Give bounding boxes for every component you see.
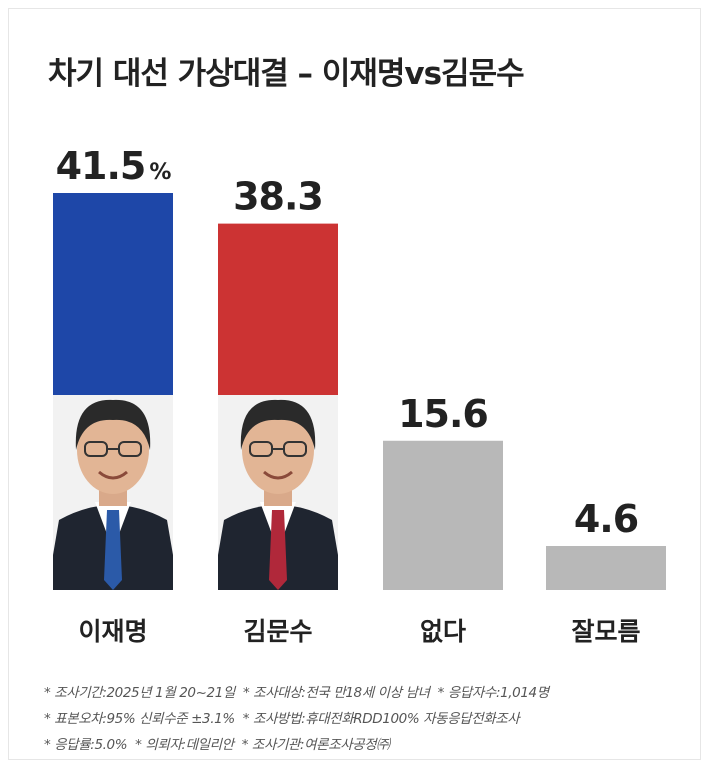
footnotes: * 조사기간:2025년 1월 20~21일 * 조사대상:전국 만18세 이상 … <box>44 680 694 758</box>
footnote-item: * 응답자수:1,014명 <box>437 685 550 701</box>
footnote-item: * 조사기관:여론조사공정㈜ <box>241 737 390 753</box>
person-photo <box>53 395 173 590</box>
category-label-2: 없다 <box>420 617 466 646</box>
footnote-line: * 조사기간:2025년 1월 20~21일 * 조사대상:전국 만18세 이상 … <box>44 680 694 706</box>
bar-2 <box>383 440 503 590</box>
footnote-line: * 응답률:5.0% * 의뢰자:데일리안 * 조사기관:여론조사공정㈜ <box>44 732 694 758</box>
footnote-item: * 응답률:5.0% <box>44 737 128 753</box>
footnote-item: * 조사방법:휴대전화RDD100% 자동응답전화조사 <box>242 711 520 727</box>
chart-title: 차기 대선 가상대결 – 이재명vs김문수 <box>48 56 525 92</box>
value-label-3: 4.6 <box>574 497 638 541</box>
footnote-item: * 의뢰자:데일리안 <box>135 737 234 753</box>
footnote-item: * 조사대상:전국 만18세 이상 남녀 <box>242 685 430 701</box>
bar-chart: 41.5 % 이재명 38.3 김문수 15.6 없다 4.6 잘모름 <box>53 144 666 646</box>
category-label-3: 잘모름 <box>571 617 640 646</box>
category-label-1: 김문수 <box>243 617 312 646</box>
bar-3 <box>546 545 666 590</box>
chart-frame <box>8 8 701 760</box>
person-photo <box>218 395 338 590</box>
value-label-0: 41.5% <box>56 144 172 188</box>
value-label-2: 15.6 <box>398 392 488 436</box>
value-label-1: 38.3 <box>233 175 323 219</box>
footnote-line: * 표본오차:95% 신뢰수준 ±3.1% * 조사방법:휴대전화RDD100% … <box>44 706 694 732</box>
footnote-item: * 표본오차:95% 신뢰수준 ±3.1% <box>44 711 235 727</box>
footnote-item: * 조사기간:2025년 1월 20~21일 <box>44 685 235 701</box>
category-label-0: 이재명 <box>78 617 147 646</box>
